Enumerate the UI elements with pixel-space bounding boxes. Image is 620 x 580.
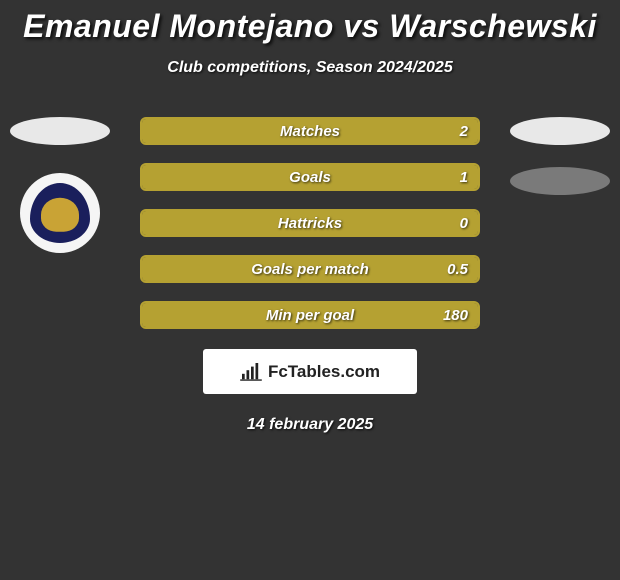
date: 14 february 2025 xyxy=(0,416,620,434)
page-title: Emanuel Montejano vs Warschewski xyxy=(0,8,620,45)
stat-row-min-per-goal: Min per goal 180 xyxy=(140,301,480,329)
bar-chart-icon xyxy=(240,363,262,381)
stat-value: 1 xyxy=(460,165,468,189)
stat-value: 2 xyxy=(460,119,468,143)
brand-text: FcTables.com xyxy=(268,362,380,382)
stat-row-goals-per-match: Goals per match 0.5 xyxy=(140,255,480,283)
player-badge-right-1 xyxy=(510,117,610,145)
club-logo-shield-icon xyxy=(30,183,90,243)
club-logo xyxy=(20,173,100,253)
player-badge-left xyxy=(10,117,110,145)
stat-label: Goals xyxy=(142,165,478,189)
main-area: Matches 2 Goals 1 Hattricks 0 Goals per … xyxy=(0,117,620,434)
player-badge-right-2 xyxy=(510,167,610,195)
stat-row-matches: Matches 2 xyxy=(140,117,480,145)
stat-row-goals: Goals 1 xyxy=(140,163,480,191)
stat-label: Matches xyxy=(142,119,478,143)
stat-value: 0 xyxy=(460,211,468,235)
subtitle: Club competitions, Season 2024/2025 xyxy=(0,59,620,77)
stat-label: Goals per match xyxy=(142,257,478,281)
stat-row-hattricks: Hattricks 0 xyxy=(140,209,480,237)
infographic-container: Emanuel Montejano vs Warschewski Club co… xyxy=(0,0,620,434)
stat-value: 180 xyxy=(443,303,468,327)
stat-label: Hattricks xyxy=(142,211,478,235)
stat-value: 0.5 xyxy=(447,257,468,281)
brand-box: FcTables.com xyxy=(203,349,417,394)
stat-label: Min per goal xyxy=(142,303,478,327)
stat-bars: Matches 2 Goals 1 Hattricks 0 Goals per … xyxy=(140,117,480,329)
